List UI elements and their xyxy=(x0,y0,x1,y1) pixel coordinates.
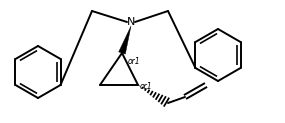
Text: N: N xyxy=(127,17,135,27)
Polygon shape xyxy=(119,26,131,54)
Text: or1: or1 xyxy=(128,57,141,66)
Text: or1: or1 xyxy=(140,82,153,91)
